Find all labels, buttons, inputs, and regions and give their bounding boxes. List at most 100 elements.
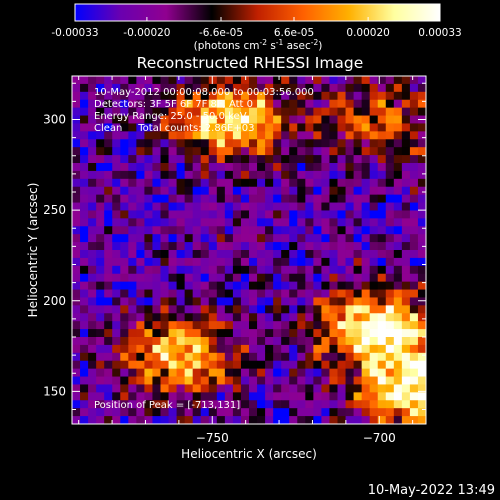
heatmap-cell bbox=[417, 392, 426, 401]
heatmap-cell bbox=[136, 273, 145, 283]
heatmap-cell bbox=[176, 234, 186, 243]
heatmap-cell bbox=[297, 163, 306, 172]
heatmap-cell bbox=[240, 163, 250, 172]
heatmap-cell bbox=[249, 368, 258, 377]
heatmap-cell bbox=[104, 273, 113, 283]
heatmap-cell bbox=[144, 337, 153, 346]
heatmap-cell bbox=[224, 83, 234, 93]
heatmap-cell bbox=[377, 384, 387, 393]
heatmap-cell bbox=[257, 368, 266, 377]
heatmap-cell bbox=[361, 281, 371, 290]
heatmap-cell bbox=[200, 257, 210, 267]
heatmap-cell bbox=[313, 186, 322, 196]
heatmap-cell bbox=[393, 226, 403, 235]
heatmap-cell bbox=[321, 115, 330, 124]
heatmap-cell bbox=[273, 91, 282, 101]
heatmap-cell bbox=[152, 218, 161, 227]
heatmap-cell bbox=[192, 289, 202, 298]
heatmap-cell bbox=[104, 376, 113, 385]
heatmap-cell bbox=[345, 194, 354, 203]
heatmap-cell bbox=[409, 321, 419, 330]
heatmap-cell bbox=[240, 155, 250, 164]
heatmap-cell bbox=[265, 210, 274, 219]
heatmap-cell bbox=[112, 400, 121, 409]
heatmap-cell bbox=[232, 91, 242, 101]
heatmap-cell bbox=[208, 384, 218, 393]
heatmap-cell bbox=[128, 178, 137, 188]
heatmap-cell bbox=[240, 194, 250, 203]
heatmap-cell bbox=[72, 344, 81, 354]
heatmap-cell bbox=[136, 368, 145, 377]
heatmap-cell bbox=[192, 218, 202, 227]
heatmap-cell bbox=[369, 360, 379, 370]
heatmap-cell bbox=[176, 416, 186, 424]
heatmap-cell bbox=[313, 76, 322, 85]
heatmap-cell bbox=[361, 186, 371, 196]
heatmap-cell bbox=[377, 273, 387, 283]
heatmap-cell bbox=[385, 107, 395, 116]
heatmap-cell bbox=[289, 242, 298, 251]
heatmap-cell bbox=[345, 147, 354, 156]
heatmap-cell bbox=[409, 139, 419, 148]
heatmap-cell bbox=[88, 297, 97, 306]
heatmap-cell bbox=[385, 91, 395, 101]
heatmap-cell bbox=[361, 99, 371, 109]
heatmap-cell bbox=[232, 139, 242, 148]
heatmap-cell bbox=[192, 400, 202, 409]
heatmap-cell bbox=[112, 265, 121, 275]
heatmap-cell bbox=[80, 170, 89, 180]
heatmap-cell bbox=[208, 76, 218, 85]
heatmap-cell bbox=[265, 123, 274, 132]
heatmap-cell bbox=[104, 107, 113, 116]
heatmap-cell bbox=[329, 384, 338, 393]
heatmap-cell bbox=[273, 297, 282, 306]
heatmap-cell bbox=[329, 400, 338, 409]
heatmap-cell bbox=[200, 170, 210, 180]
heatmap-cell bbox=[265, 289, 274, 298]
heatmap-cell bbox=[377, 337, 387, 346]
heatmap-cell bbox=[88, 416, 97, 424]
heatmap-cell bbox=[353, 289, 363, 298]
heatmap-cell bbox=[345, 281, 354, 290]
heatmap-cell bbox=[297, 242, 306, 251]
heatmap-cell bbox=[257, 115, 266, 124]
heatmap-cell bbox=[136, 376, 145, 385]
heatmap-cell bbox=[144, 281, 153, 290]
heatmap-cell bbox=[136, 257, 145, 267]
heatmap-cell bbox=[72, 273, 81, 283]
heatmap-cell bbox=[345, 170, 354, 180]
heatmap-cell bbox=[273, 376, 282, 385]
heatmap-cell bbox=[329, 155, 338, 164]
heatmap-cell bbox=[160, 337, 169, 346]
heatmap-cell bbox=[112, 210, 121, 219]
heatmap-cell bbox=[184, 115, 194, 124]
heatmap-cell bbox=[96, 321, 105, 330]
heatmap-cell bbox=[297, 202, 306, 211]
heatmap-cell bbox=[216, 234, 226, 243]
heatmap-cell bbox=[184, 123, 194, 132]
heatmap-cell bbox=[401, 289, 411, 298]
heatmap-cell bbox=[369, 289, 379, 298]
heatmap-cell bbox=[168, 321, 177, 330]
heatmap-cell bbox=[369, 99, 379, 109]
heatmap-cell bbox=[160, 257, 169, 267]
heatmap-cell bbox=[96, 352, 105, 362]
heatmap-cell bbox=[88, 384, 97, 393]
heatmap-cell bbox=[257, 194, 266, 203]
heatmap-cell bbox=[152, 139, 161, 148]
heatmap-cell bbox=[168, 107, 177, 116]
heatmap-cell bbox=[144, 250, 153, 259]
heatmap-cell bbox=[88, 186, 97, 196]
heatmap-cell bbox=[184, 376, 194, 385]
heatmap-cell bbox=[417, 226, 426, 235]
heatmap-cell bbox=[393, 329, 403, 338]
heatmap-cell bbox=[289, 170, 298, 180]
heatmap-cell bbox=[88, 115, 97, 124]
heatmap-cell bbox=[337, 210, 346, 219]
heatmap-cell bbox=[265, 186, 274, 196]
heatmap-cell bbox=[305, 257, 314, 267]
heatmap-cell bbox=[257, 234, 266, 243]
heatmap-cell bbox=[297, 329, 306, 338]
heatmap-cell bbox=[208, 337, 218, 346]
heatmap-cell bbox=[313, 155, 322, 164]
